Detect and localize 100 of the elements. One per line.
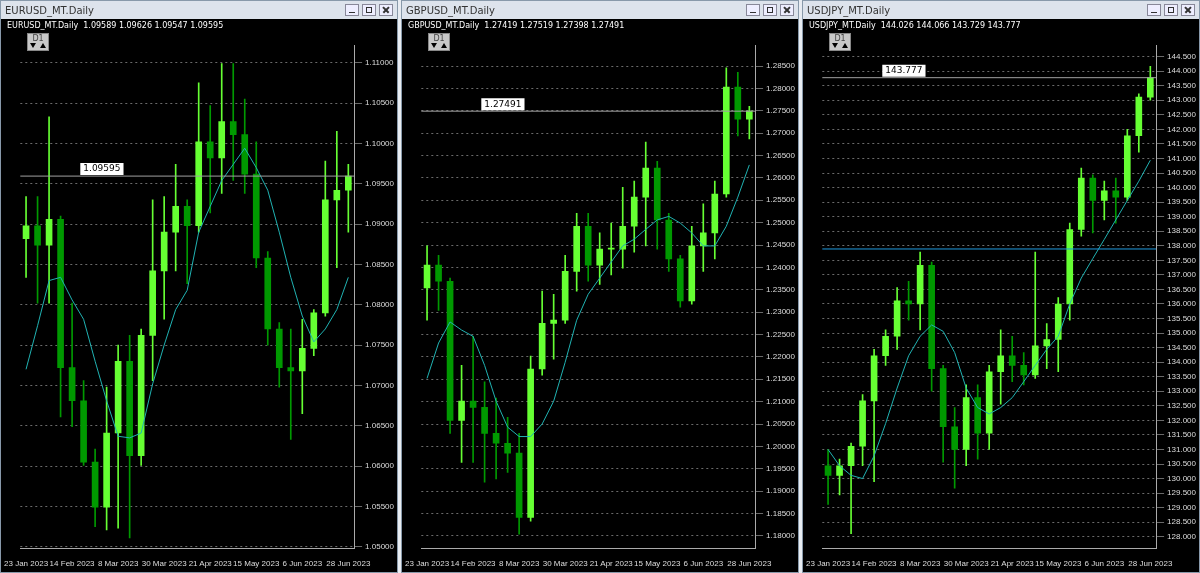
y-tick-label: 1.05500: [365, 501, 395, 511]
y-tick-label: 140.500: [1167, 168, 1197, 178]
y-tick-label: 133.500: [1167, 371, 1197, 381]
y-tick-label: 1.19000: [766, 486, 796, 496]
y-tick-label: 1.25000: [766, 217, 796, 227]
y-tick-label: 144.000: [1167, 66, 1197, 76]
y-tick-label: 1.28500: [766, 61, 796, 71]
y-tick-label: 132.000: [1167, 415, 1197, 425]
y-tick-label: 1.24500: [766, 240, 796, 250]
y-tick-label: 1.24000: [766, 262, 796, 272]
y-tick-label: 133.000: [1167, 386, 1197, 396]
ref-line-label: 1.27491: [484, 98, 522, 109]
y-tick-label: 1.06500: [365, 420, 395, 430]
y-tick-label: 129.500: [1167, 488, 1197, 498]
x-tick-label: 28 Jun 2023: [1128, 559, 1173, 569]
y-tick-label: 1.10000: [365, 138, 395, 148]
y-tick-label: 1.20000: [766, 441, 796, 451]
y-tick-label: 131.000: [1167, 444, 1197, 454]
y-tick-label: 1.08000: [365, 299, 395, 309]
y-tick-label: 1.07000: [365, 380, 395, 390]
x-tick-label: 21 Apr 2023: [188, 559, 233, 569]
x-tick-label: 15 May 2023: [233, 559, 280, 569]
y-tick-label: 1.07500: [365, 340, 395, 350]
x-tick-label: 15 May 2023: [1035, 559, 1082, 569]
x-tick-label: 8 Mar 2023: [899, 559, 941, 569]
x-tick-label: 21 Apr 2023: [589, 559, 634, 569]
y-tick-label: 143.500: [1167, 80, 1197, 90]
x-tick-label: 6 Jun 2023: [683, 559, 724, 569]
text: D1: [31, 34, 45, 43]
y-tick-label: 1.22500: [766, 329, 796, 339]
y-tick-label: 137.500: [1167, 255, 1197, 265]
x-tick-label: 30 Mar 2023: [141, 559, 188, 569]
y-tick-label: 1.27500: [766, 105, 796, 115]
y-tick-label: 130.500: [1167, 459, 1197, 469]
y-tick-label: 1.18500: [766, 508, 796, 518]
x-tick-label: 23 Jan 2023: [4, 559, 49, 569]
y-tick-label: 141.000: [1167, 153, 1197, 163]
y-tick-label: 135.000: [1167, 328, 1197, 338]
chart-title: GBPUSD_MT.Daily: [406, 4, 496, 16]
x-tick-label: 8 Mar 2023: [498, 559, 540, 569]
x-tick-label: 14 Feb 2023: [851, 559, 898, 569]
x-tick-label: 14 Feb 2023: [450, 559, 497, 569]
y-tick-label: 137.000: [1167, 270, 1197, 280]
y-tick-label: 1.19500: [766, 463, 796, 473]
y-tick-label: 138.500: [1167, 226, 1197, 236]
y-tick-label: 1.23000: [766, 307, 796, 317]
chart-subtitle: EURUSD_MT.Daily 1.09589 1.09626 1.09547 1.09595: [7, 21, 224, 30]
x-tick-label: 6 Jun 2023: [1084, 559, 1125, 569]
y-tick-label: 143.000: [1167, 95, 1197, 105]
y-tick-label: 139.000: [1167, 211, 1197, 221]
y-tick-label: 1.09000: [365, 219, 395, 229]
y-tick-label: 140.000: [1167, 182, 1197, 192]
y-tick-label: 1.10500: [365, 98, 395, 108]
y-tick-label: 129.000: [1167, 502, 1197, 512]
y-tick-label: 130.000: [1167, 473, 1197, 483]
y-tick-label: 135.500: [1167, 313, 1197, 323]
y-tick-label: 134.500: [1167, 342, 1197, 352]
x-tick-label: 6 Jun 2023: [282, 559, 323, 569]
x-tick-label: 23 Jan 2023: [806, 559, 851, 569]
y-tick-label: 1.23500: [766, 284, 796, 294]
x-tick-label: 30 Mar 2023: [542, 559, 589, 569]
y-tick-label: 1.05000: [365, 541, 395, 551]
ref-line-label: 143.777: [885, 65, 923, 76]
y-tick-label: 1.26500: [766, 150, 796, 160]
text: D1: [432, 34, 446, 43]
chart-title: EURUSD_MT.Daily: [5, 4, 94, 16]
x-tick-label: 28 Jun 2023: [727, 559, 772, 569]
x-tick-label: 30 Mar 2023: [943, 559, 990, 569]
y-tick-label: 1.09500: [365, 178, 395, 188]
y-tick-label: 138.000: [1167, 240, 1197, 250]
x-tick-label: 21 Apr 2023: [990, 559, 1035, 569]
chart-subtitle: USDJPY_MT.Daily 144.026 144.066 143.729 143.777: [809, 21, 1021, 30]
y-tick-label: 136.500: [1167, 284, 1197, 294]
x-tick-label: 14 Feb 2023: [49, 559, 96, 569]
y-tick-label: 1.28000: [766, 83, 796, 93]
y-tick-label: 128.500: [1167, 517, 1197, 527]
y-tick-label: 142.500: [1167, 110, 1197, 120]
y-tick-label: 1.21500: [766, 374, 796, 384]
x-tick-label: 28 Jun 2023: [326, 559, 371, 569]
y-tick-label: 142.000: [1167, 124, 1197, 134]
y-tick-label: 1.22000: [766, 352, 796, 362]
y-tick-label: 1.08500: [365, 259, 395, 269]
text: D1: [833, 34, 847, 43]
ref-line-label: 1.09595: [83, 163, 121, 174]
y-tick-label: 136.000: [1167, 299, 1197, 309]
y-tick-label: 1.25500: [766, 195, 796, 205]
y-tick-label: 1.11000: [365, 57, 394, 67]
y-tick-label: 1.26000: [766, 173, 796, 183]
y-tick-label: 141.500: [1167, 139, 1197, 149]
x-tick-label: 15 May 2023: [634, 559, 681, 569]
x-tick-label: 8 Mar 2023: [97, 559, 139, 569]
chart-subtitle: GBPUSD_MT.Daily 1.27419 1.27519 1.27398 1.27491: [408, 21, 625, 30]
y-tick-label: 144.500: [1167, 51, 1197, 61]
y-tick-label: 128.000: [1167, 531, 1197, 541]
y-tick-label: 139.500: [1167, 197, 1197, 207]
y-tick-label: 132.500: [1167, 401, 1197, 411]
chart-title: USDJPY_MT.Daily: [807, 4, 891, 16]
y-tick-label: 134.000: [1167, 357, 1197, 367]
y-tick-label: 1.20500: [766, 419, 796, 429]
y-tick-label: 1.27000: [766, 128, 796, 138]
